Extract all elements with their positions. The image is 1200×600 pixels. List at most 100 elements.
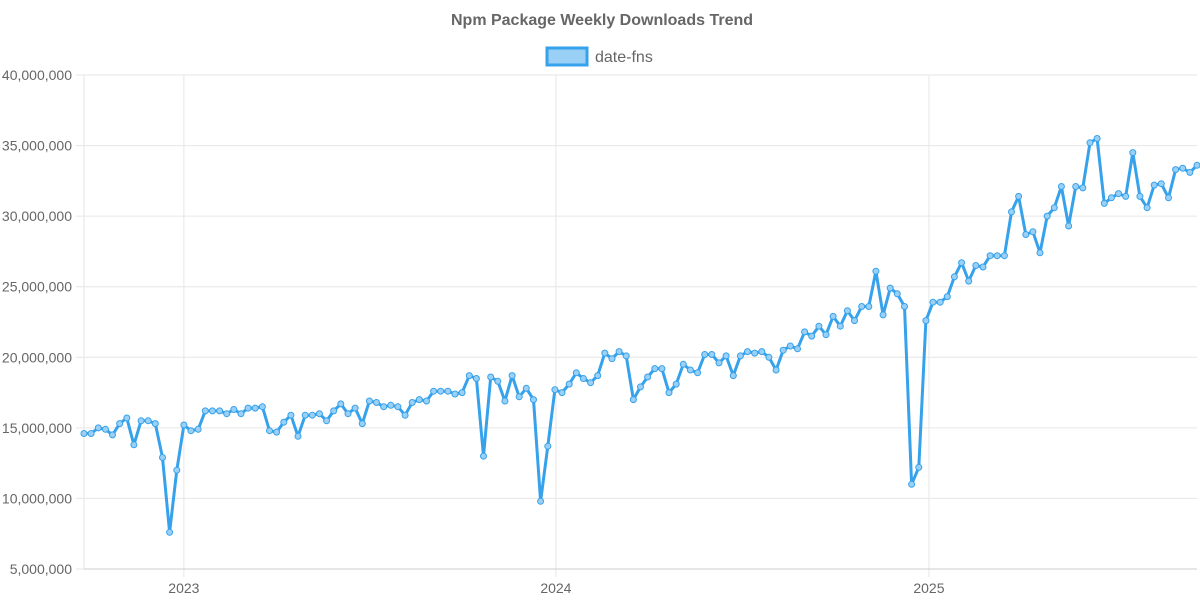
data-point[interactable] xyxy=(423,397,430,405)
data-point[interactable] xyxy=(622,352,630,360)
data-point[interactable] xyxy=(87,430,95,437)
data-point[interactable] xyxy=(608,355,616,363)
data-point[interactable] xyxy=(965,277,973,285)
data-point[interactable] xyxy=(629,396,637,404)
data-point[interactable] xyxy=(722,352,730,360)
data-point[interactable] xyxy=(1079,184,1087,192)
data-point[interactable] xyxy=(679,360,687,368)
data-point[interactable] xyxy=(273,428,281,436)
data-point[interactable] xyxy=(116,420,124,428)
data-point[interactable] xyxy=(451,390,459,398)
data-point[interactable] xyxy=(594,372,602,380)
data-point[interactable] xyxy=(1129,149,1137,157)
data-point[interactable] xyxy=(729,372,737,380)
data-point[interactable] xyxy=(94,424,102,432)
data-point[interactable] xyxy=(194,425,202,433)
data-point[interactable] xyxy=(1143,204,1151,212)
data-point[interactable] xyxy=(1179,164,1187,172)
data-point[interactable] xyxy=(130,441,138,449)
data-point[interactable] xyxy=(280,418,288,426)
data-point[interactable] xyxy=(751,349,759,357)
data-point[interactable] xyxy=(1000,252,1008,260)
data-point[interactable] xyxy=(294,432,302,440)
data-point[interactable] xyxy=(537,497,545,505)
data-point[interactable] xyxy=(708,351,716,358)
data-point[interactable] xyxy=(1186,168,1194,176)
data-point[interactable] xyxy=(922,317,930,325)
data-point[interactable] xyxy=(1072,183,1080,190)
data-point[interactable] xyxy=(758,348,766,356)
data-point[interactable] xyxy=(287,411,295,419)
data-point[interactable] xyxy=(972,262,980,269)
data-point[interactable] xyxy=(958,259,966,267)
data-point[interactable] xyxy=(180,421,188,429)
data-point[interactable] xyxy=(109,431,116,439)
data-point[interactable] xyxy=(208,407,216,415)
data-point[interactable] xyxy=(808,332,816,340)
data-point[interactable] xyxy=(587,379,595,387)
data-point[interactable] xyxy=(843,307,851,315)
data-point[interactable] xyxy=(415,396,423,404)
data-point[interactable] xyxy=(544,442,552,450)
data-point[interactable] xyxy=(686,366,694,374)
data-point[interactable] xyxy=(801,328,809,336)
data-point[interactable] xyxy=(1029,228,1037,236)
data-point[interactable] xyxy=(522,384,530,392)
data-point[interactable] xyxy=(308,411,316,419)
data-point[interactable] xyxy=(1136,192,1144,200)
data-point[interactable] xyxy=(380,403,388,411)
data-point[interactable] xyxy=(579,375,587,382)
data-point[interactable] xyxy=(551,386,559,394)
data-point[interactable] xyxy=(494,377,502,385)
data-point[interactable] xyxy=(1015,192,1023,200)
data-point[interactable] xyxy=(472,375,480,382)
data-point[interactable] xyxy=(351,404,359,412)
data-point[interactable] xyxy=(744,348,751,356)
data-point[interactable] xyxy=(1172,166,1180,174)
data-point[interactable] xyxy=(230,406,238,413)
data-point[interactable] xyxy=(1100,199,1108,207)
data-point[interactable] xyxy=(901,303,908,310)
data-point[interactable] xyxy=(1036,249,1044,257)
data-point[interactable] xyxy=(501,397,509,405)
data-point[interactable] xyxy=(151,420,159,428)
data-point[interactable] xyxy=(187,427,195,435)
data-point[interactable] xyxy=(644,373,652,381)
data-point[interactable] xyxy=(251,404,259,412)
data-point[interactable] xyxy=(430,387,438,395)
data-point[interactable] xyxy=(1008,208,1015,216)
data-point[interactable] xyxy=(480,452,487,460)
data-point[interactable] xyxy=(137,417,145,425)
data-point[interactable] xyxy=(437,387,445,395)
data-point[interactable] xyxy=(979,263,987,271)
data-point[interactable] xyxy=(515,393,523,401)
data-point[interactable] xyxy=(851,317,858,325)
data-point[interactable] xyxy=(387,401,395,409)
data-point[interactable] xyxy=(701,351,709,358)
data-point[interactable] xyxy=(872,267,880,275)
data-point[interactable] xyxy=(144,417,152,425)
data-point[interactable] xyxy=(508,372,516,380)
data-point[interactable] xyxy=(886,284,894,292)
data-point[interactable] xyxy=(601,349,609,357)
data-point[interactable] xyxy=(1050,204,1058,212)
data-point[interactable] xyxy=(465,372,473,380)
data-point[interactable] xyxy=(487,373,495,381)
data-point[interactable] xyxy=(1115,190,1122,198)
data-point[interactable] xyxy=(458,389,466,397)
data-point[interactable] xyxy=(80,430,88,437)
data-point[interactable] xyxy=(1157,180,1165,188)
legend[interactable]: date-fns xyxy=(545,46,653,67)
data-point[interactable] xyxy=(736,352,744,360)
data-point[interactable] xyxy=(358,420,366,428)
data-point[interactable] xyxy=(1193,161,1200,169)
data-point[interactable] xyxy=(266,427,273,435)
data-point[interactable] xyxy=(337,400,345,408)
data-point[interactable] xyxy=(786,342,794,350)
data-point[interactable] xyxy=(893,290,901,298)
data-point[interactable] xyxy=(794,345,801,353)
data-point[interactable] xyxy=(315,410,323,418)
data-point[interactable] xyxy=(779,346,787,354)
data-point[interactable] xyxy=(344,410,352,418)
data-point[interactable] xyxy=(216,407,224,415)
